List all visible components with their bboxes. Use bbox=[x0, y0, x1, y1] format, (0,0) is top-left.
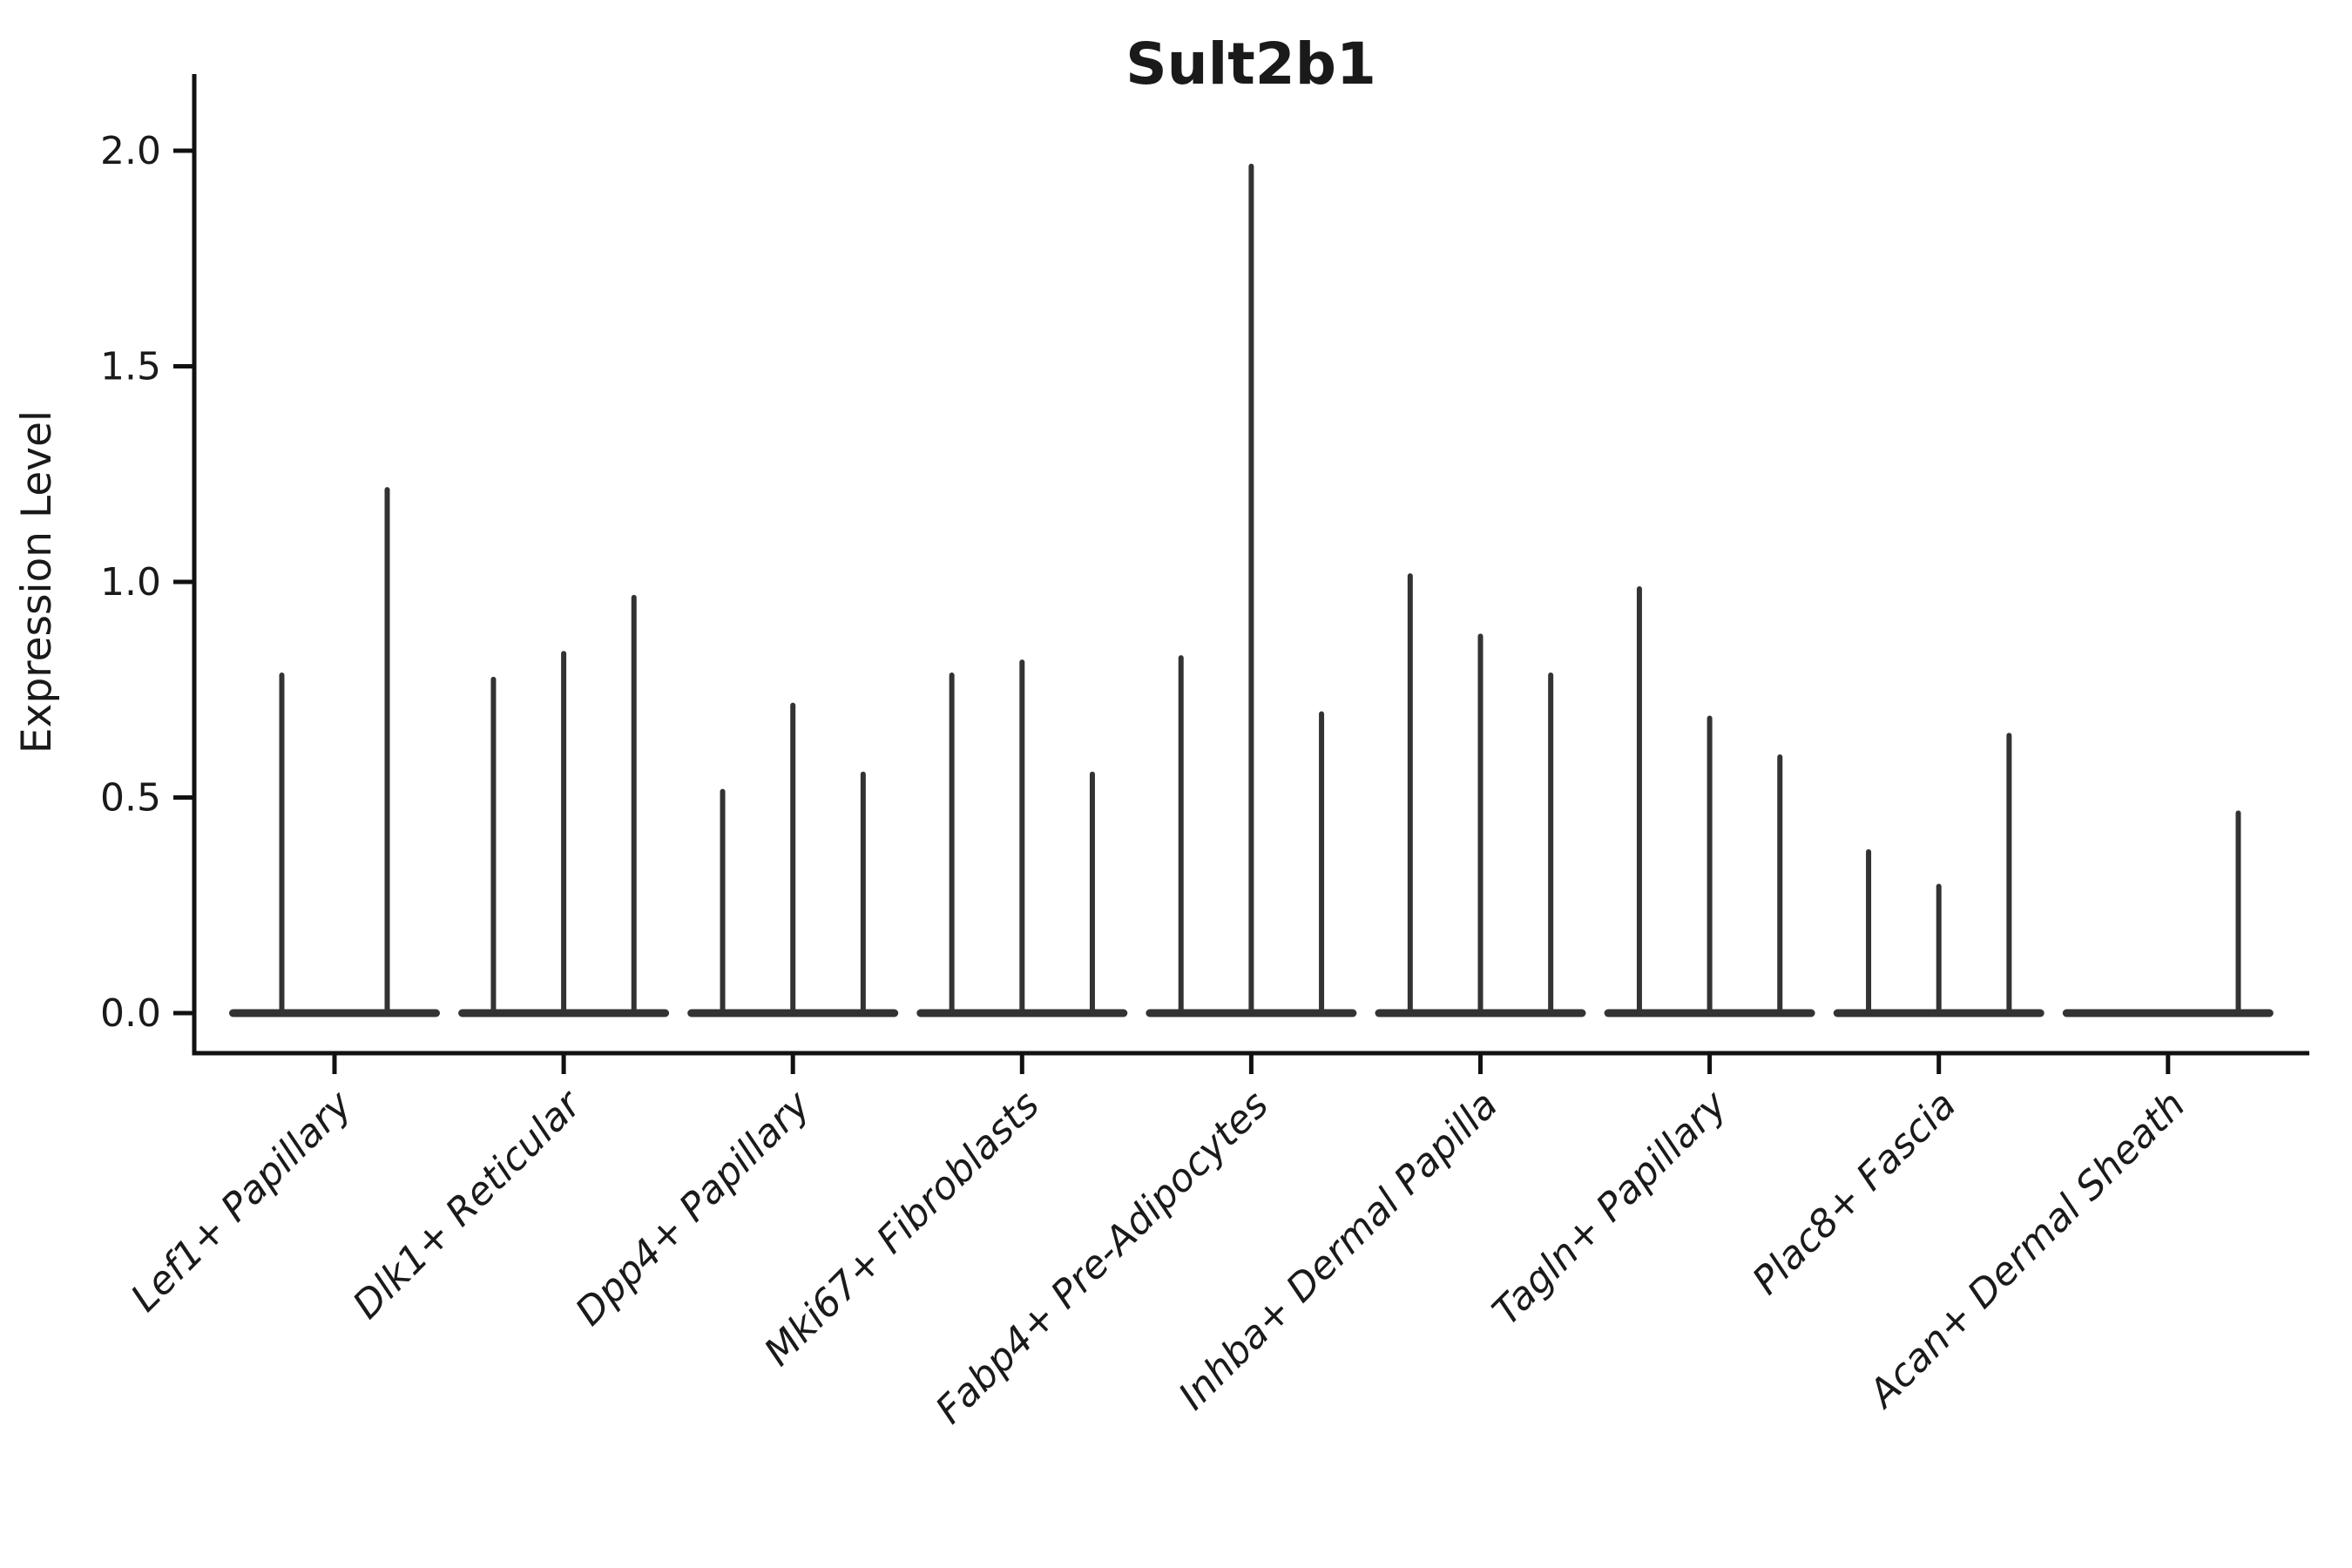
y-tick-mark bbox=[173, 1010, 194, 1016]
violin-group bbox=[229, 487, 440, 1017]
x-tick-label: Dpp4+ Papillary bbox=[567, 1082, 820, 1335]
violin-spike bbox=[1178, 655, 1184, 1017]
violin-group bbox=[458, 594, 670, 1017]
violin-group bbox=[1146, 163, 1357, 1017]
violin-spike bbox=[1707, 715, 1713, 1017]
x-tick-mark bbox=[2166, 1053, 2171, 1074]
x-tick-mark bbox=[1707, 1053, 1713, 1074]
violin-group bbox=[1375, 573, 1586, 1017]
violin-group bbox=[1604, 585, 1815, 1017]
y-tick-mark bbox=[173, 579, 194, 585]
chart-title: Sult2b1 bbox=[1125, 30, 1376, 98]
violin-baseline bbox=[2062, 1009, 2274, 1017]
x-tick-label: Lef1+ Papillary bbox=[123, 1082, 362, 1321]
violin-spike bbox=[860, 771, 866, 1017]
violin-spike bbox=[1777, 754, 1783, 1017]
violin-spike bbox=[1319, 711, 1325, 1017]
violin-group bbox=[687, 702, 899, 1017]
violin-spike bbox=[561, 651, 567, 1017]
x-tick-mark bbox=[1248, 1053, 1254, 1074]
y-tick-mark bbox=[173, 148, 194, 153]
x-tick-mark bbox=[332, 1053, 337, 1074]
x-tick-label: Plac8+ Fascia bbox=[1744, 1083, 1964, 1303]
violin-spike bbox=[384, 487, 390, 1017]
violin-group bbox=[2062, 810, 2274, 1017]
x-tick-mark bbox=[1019, 1053, 1024, 1074]
y-axis-label: Expression Level bbox=[13, 410, 61, 754]
x-tick-mark bbox=[1936, 1053, 1942, 1074]
y-tick-label: 1.0 bbox=[100, 560, 161, 605]
x-tick-mark bbox=[561, 1053, 566, 1074]
violin-spike bbox=[1636, 585, 1642, 1017]
violin-spike bbox=[1477, 633, 1484, 1017]
violin-spike bbox=[279, 672, 285, 1017]
violin-group bbox=[1833, 733, 2044, 1017]
y-tick-label: 2.0 bbox=[100, 129, 161, 173]
y-tick-mark bbox=[173, 795, 194, 800]
x-tick-label: Tagln+ Papillary bbox=[1484, 1082, 1736, 1334]
y-tick-mark bbox=[173, 364, 194, 368]
violin-spike bbox=[490, 676, 497, 1017]
violin-spike bbox=[949, 672, 955, 1017]
violin-spike bbox=[1866, 848, 1872, 1017]
violin-spike bbox=[1407, 573, 1413, 1017]
violin-group bbox=[916, 659, 1128, 1017]
y-tick-label: 1.5 bbox=[100, 345, 161, 389]
violin-spike bbox=[2235, 810, 2241, 1017]
violin-spike bbox=[631, 594, 637, 1017]
violin-spike bbox=[790, 702, 796, 1017]
violin-spike bbox=[1089, 771, 1095, 1017]
violin-spike bbox=[1548, 672, 1554, 1017]
y-tick-label: 0.5 bbox=[100, 776, 161, 821]
violin-spike bbox=[2006, 733, 2012, 1017]
x-tick-mark bbox=[790, 1053, 795, 1074]
violin-spike bbox=[1248, 163, 1254, 1017]
x-tick-label: Dlk1+ Reticular bbox=[345, 1081, 591, 1328]
violin-baseline bbox=[229, 1009, 440, 1017]
violin-spike bbox=[720, 788, 726, 1017]
x-tick-mark bbox=[1478, 1053, 1483, 1074]
y-tick-label: 0.0 bbox=[100, 991, 161, 1036]
violin-spike bbox=[1936, 883, 1942, 1017]
y-axis-spine bbox=[192, 74, 197, 1056]
violin-spike bbox=[1019, 659, 1025, 1017]
